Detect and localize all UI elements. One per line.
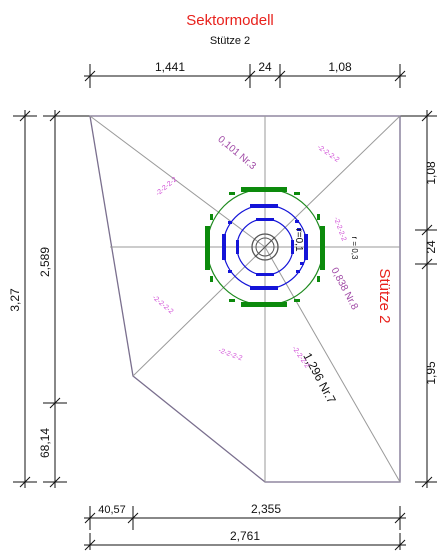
drawing-subtitle: Stütze 2: [210, 35, 250, 47]
dim-top-3: 1,08: [328, 60, 352, 74]
dim-right-3: 1,95: [424, 361, 438, 385]
svg-text:-2-2-2-2: -2-2-2-2: [316, 144, 340, 164]
dim-bottom-2: 2,355: [251, 502, 281, 516]
right-dimension-chain: [400, 110, 437, 488]
left-dimension-chains: [13, 110, 97, 488]
dim-left-inner-2: 68,14: [38, 428, 52, 458]
drawing-title: Sektormodell: [186, 12, 274, 29]
column-label: Stütze 2: [376, 268, 393, 323]
inner-reinforcement-marks: [222, 204, 308, 290]
faint-annotations: -2-2-2-2 -2-2-2-2 -2-2-2-2 -2-2-2-2 -2-2…: [151, 144, 348, 370]
svg-text:-2-2-2-2: -2-2-2-2: [332, 216, 347, 242]
dim-bottom-1: 40,57: [98, 504, 126, 516]
dim-right-1: 1,08: [424, 161, 438, 185]
dim-left-inner-1: 2,589: [38, 247, 52, 277]
svg-text:-2-2-2-2: -2-2-2-2: [155, 176, 179, 197]
dim-right-2: 24: [424, 240, 438, 254]
bottom-dimension-chains: [84, 506, 406, 551]
sector-label-nr8: 0,838 Nr.8: [329, 266, 361, 312]
plate-outline: [89, 115, 401, 483]
column-section: [251, 233, 279, 261]
sector-lines: [89, 115, 401, 483]
outer-reinforcement-marks: [205, 187, 325, 307]
dim-left-outer: 3,27: [8, 288, 22, 312]
svg-text:-2-2-2-2: -2-2-2-2: [217, 347, 243, 362]
sector-label-nr3: 0,101 Nr.3: [215, 134, 258, 172]
dim-bottom-total: 2,761: [230, 529, 260, 543]
top-dimension-chain: [84, 64, 406, 88]
dim-top-2: 24: [258, 60, 272, 74]
svg-text:-2-2-2-2: -2-2-2-2: [151, 294, 175, 315]
dim-top-1: 1,441: [155, 60, 185, 74]
radius-note: r = 0,3: [350, 237, 359, 260]
radius-label: r=0,1: [293, 228, 304, 252]
